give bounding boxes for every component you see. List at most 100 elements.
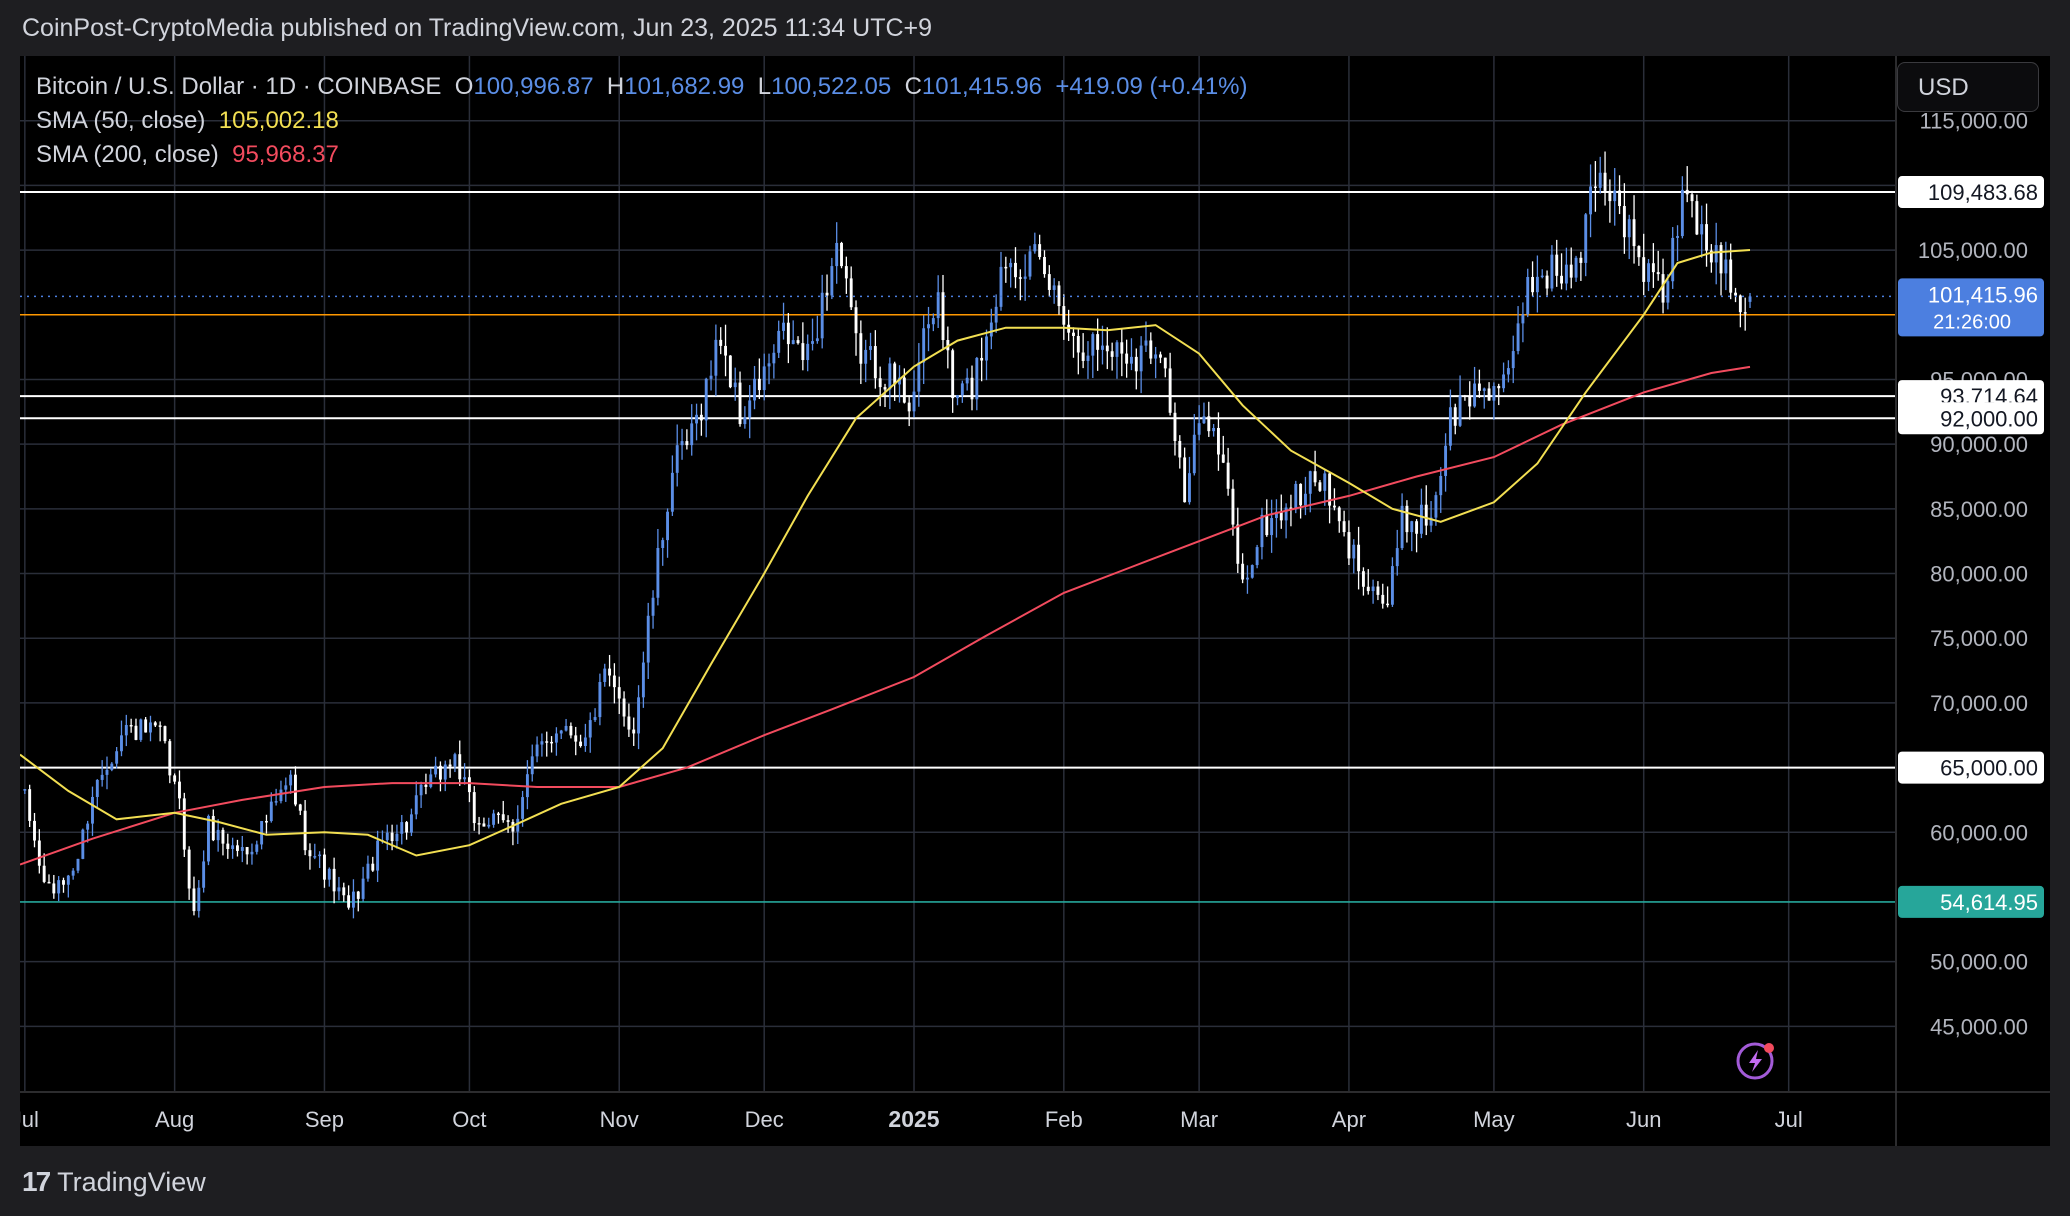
candle-down[interactable]	[245, 847, 249, 855]
candle-up[interactable]	[806, 343, 810, 361]
candle-down[interactable]	[347, 895, 351, 908]
candle-up[interactable]	[898, 377, 901, 385]
candle-down[interactable]	[192, 888, 196, 912]
candle-up[interactable]	[1250, 565, 1254, 578]
candle-up[interactable]	[985, 336, 988, 361]
candle-up[interactable]	[704, 378, 708, 421]
candle-up[interactable]	[540, 741, 544, 745]
legend-row-sma200[interactable]: SMA (200, close) 95,968.37	[36, 138, 1248, 172]
candle-down[interactable]	[854, 307, 858, 334]
candle-up[interactable]	[791, 340, 795, 345]
candle-up[interactable]	[202, 861, 206, 888]
candle-down[interactable]	[33, 820, 36, 841]
candle-up[interactable]	[1589, 186, 1593, 215]
candle-up[interactable]	[1197, 423, 1201, 435]
candle-up[interactable]	[1700, 224, 1704, 235]
candle-down[interactable]	[1603, 172, 1607, 191]
candle-up[interactable]	[1502, 374, 1506, 389]
candle-down[interactable]	[1178, 441, 1182, 458]
candle-up[interactable]	[1724, 259, 1728, 274]
candle-down[interactable]	[1299, 483, 1303, 506]
candle-up[interactable]	[149, 722, 152, 733]
candle-up[interactable]	[289, 774, 293, 786]
candle-up[interactable]	[207, 815, 210, 862]
candle-down[interactable]	[617, 687, 621, 699]
candle-down[interactable]	[1579, 257, 1583, 263]
candle-down[interactable]	[1555, 254, 1559, 276]
candle-up[interactable]	[1188, 473, 1191, 503]
candle-up[interactable]	[1144, 340, 1148, 346]
candle-down[interactable]	[1163, 357, 1167, 369]
candle-down[interactable]	[1125, 353, 1129, 364]
candle-down[interactable]	[28, 789, 32, 821]
candle-up[interactable]	[999, 266, 1003, 307]
candle-up[interactable]	[753, 378, 756, 401]
candle-up[interactable]	[641, 662, 645, 698]
candle-up[interactable]	[385, 832, 389, 841]
candle-down[interactable]	[612, 675, 616, 688]
candle-up[interactable]	[936, 292, 940, 319]
candle-down[interactable]	[42, 865, 46, 882]
candle-down[interactable]	[1487, 388, 1491, 401]
candle-up[interactable]	[1052, 285, 1056, 290]
candle-down[interactable]	[294, 774, 297, 805]
candle-down[interactable]	[187, 849, 191, 889]
candle-up[interactable]	[1352, 544, 1356, 559]
candle-down[interactable]	[158, 725, 162, 727]
footer-brand[interactable]: 17 TradingView	[22, 1162, 206, 1202]
candle-down[interactable]	[477, 823, 481, 825]
candle-down[interactable]	[1120, 342, 1124, 354]
candle-up[interactable]	[1139, 345, 1143, 372]
candle-up[interactable]	[603, 668, 607, 682]
candle-down[interactable]	[342, 887, 346, 896]
candle-up[interactable]	[66, 875, 70, 885]
candle-down[interactable]	[178, 781, 181, 799]
candle-down[interactable]	[467, 777, 471, 793]
candle-up[interactable]	[23, 789, 27, 791]
candle-down[interactable]	[226, 843, 230, 849]
candle-down[interactable]	[506, 820, 510, 822]
candle-down[interactable]	[1361, 571, 1365, 587]
candle-down[interactable]	[946, 340, 950, 351]
candle-down[interactable]	[1043, 256, 1046, 275]
candle-down[interactable]	[1453, 407, 1457, 426]
candle-down[interactable]	[472, 792, 476, 824]
candle-down[interactable]	[1231, 488, 1235, 525]
candle-down[interactable]	[1226, 462, 1230, 489]
candle-down[interactable]	[970, 377, 974, 400]
candle-down[interactable]	[221, 829, 225, 844]
candle-down[interactable]	[1047, 274, 1051, 290]
candle-up[interactable]	[743, 417, 747, 425]
candle-up[interactable]	[767, 363, 771, 367]
candle-down[interactable]	[168, 741, 172, 776]
candle-up[interactable]	[1303, 493, 1307, 506]
candle-down[interactable]	[1096, 334, 1100, 350]
candle-down[interactable]	[1279, 511, 1283, 521]
candle-down[interactable]	[699, 414, 703, 421]
last-candle[interactable]	[1748, 296, 1752, 302]
candle-up[interactable]	[1400, 505, 1404, 549]
candle-down[interactable]	[1076, 335, 1080, 353]
candle-down[interactable]	[1313, 471, 1317, 483]
candle-up[interactable]	[1598, 172, 1602, 188]
candle-up[interactable]	[429, 774, 433, 787]
candle-up[interactable]	[1671, 237, 1675, 282]
candle-down[interactable]	[1661, 274, 1665, 303]
candle-up[interactable]	[588, 720, 592, 738]
candle-up[interactable]	[733, 382, 737, 388]
candle-down[interactable]	[796, 340, 800, 344]
candle-up[interactable]	[598, 681, 602, 718]
candle-down[interactable]	[52, 883, 56, 894]
candle-down[interactable]	[322, 854, 326, 880]
candle-down[interactable]	[545, 741, 549, 743]
candle-down[interactable]	[211, 815, 215, 841]
candle-up[interactable]	[414, 795, 418, 815]
candle-down[interactable]	[844, 266, 848, 279]
candle-down[interactable]	[458, 754, 462, 780]
candle-up[interactable]	[782, 322, 785, 331]
candle-up[interactable]	[1023, 276, 1027, 279]
candle-up[interactable]	[1202, 416, 1206, 424]
candle-down[interactable]	[878, 378, 882, 388]
candle-up[interactable]	[1482, 388, 1486, 391]
candle-up[interactable]	[81, 829, 85, 859]
